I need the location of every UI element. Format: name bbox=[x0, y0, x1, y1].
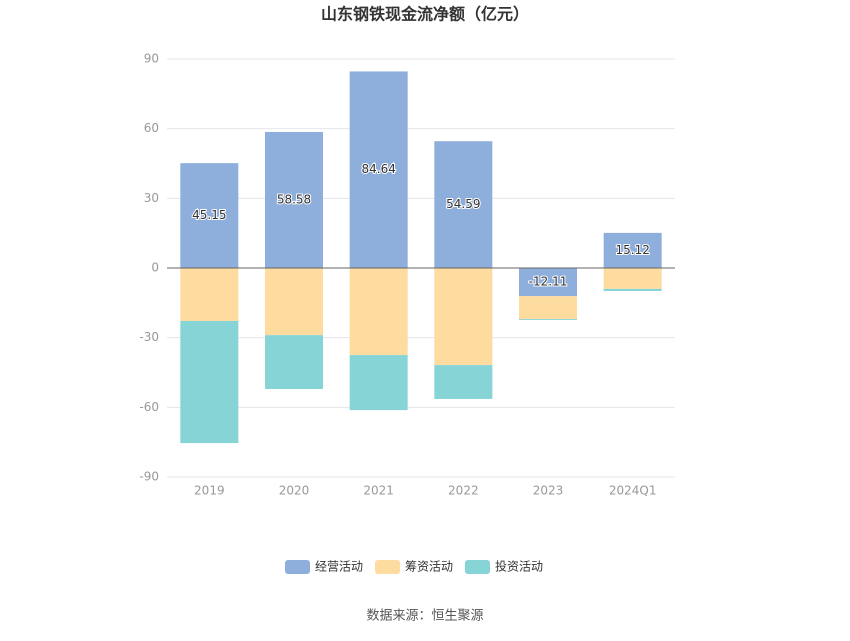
bar bbox=[180, 268, 239, 321]
x-tick-label: 2023 bbox=[533, 484, 564, 498]
chart-title: 山东钢铁现金流净额（亿元） bbox=[321, 5, 529, 24]
legend-swatch bbox=[375, 560, 400, 574]
value-label: -12.11 bbox=[529, 275, 568, 289]
bar bbox=[349, 355, 408, 411]
bar bbox=[603, 288, 662, 291]
bar bbox=[434, 268, 493, 366]
legend-swatch bbox=[465, 560, 490, 574]
value-label: 84.64 bbox=[361, 162, 395, 176]
legend-label: 经营活动 bbox=[315, 560, 363, 574]
bar bbox=[603, 268, 662, 289]
y-tick-label: -60 bbox=[139, 400, 159, 414]
bar bbox=[519, 319, 577, 321]
source: 数据来源：恒生聚源 bbox=[366, 609, 483, 624]
bar bbox=[265, 131, 323, 268]
legend-label: 筹资活动 bbox=[405, 560, 453, 574]
y-tick-label: 30 bbox=[144, 191, 159, 205]
bar bbox=[349, 268, 408, 356]
y-tick-label: 90 bbox=[144, 52, 159, 66]
value-label: 58.58 bbox=[277, 192, 311, 206]
value-label: 45.15 bbox=[192, 208, 226, 222]
x-tick-label: 2022 bbox=[448, 484, 479, 498]
y-tick-label: -90 bbox=[139, 470, 159, 484]
bar bbox=[349, 71, 408, 268]
legend-label: 投资活动 bbox=[495, 559, 543, 574]
y-tick-label: 60 bbox=[144, 121, 159, 135]
bar bbox=[265, 335, 323, 389]
value-label: 15.12 bbox=[615, 243, 649, 257]
x-tick-label: 2024Q1 bbox=[609, 484, 657, 498]
y-tick-label: -30 bbox=[139, 330, 159, 344]
y-tick-label: 0 bbox=[151, 261, 159, 275]
x-tick-label: 2020 bbox=[279, 484, 310, 498]
bar bbox=[434, 365, 493, 399]
bar bbox=[519, 296, 577, 320]
bar bbox=[180, 320, 239, 444]
bar bbox=[434, 141, 493, 268]
x-tick-label: 2019 bbox=[194, 484, 225, 498]
bar bbox=[603, 232, 662, 268]
value-label: 54.59 bbox=[446, 197, 480, 211]
bar bbox=[519, 268, 577, 297]
x-tick-label: 2021 bbox=[363, 484, 394, 498]
legend-swatch bbox=[285, 560, 310, 574]
bar bbox=[180, 163, 239, 268]
bar bbox=[265, 268, 323, 336]
